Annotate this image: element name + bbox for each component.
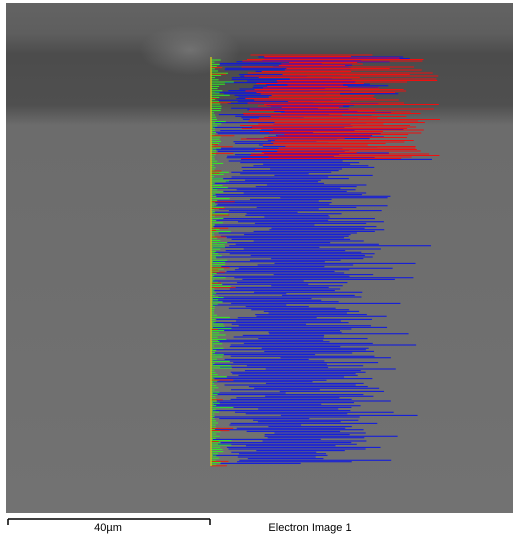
scale-bar-label: 40µm xyxy=(94,522,122,534)
image-feature xyxy=(140,25,240,75)
line-scan xyxy=(210,54,440,467)
image-caption: Electron Image 1 xyxy=(268,522,351,534)
